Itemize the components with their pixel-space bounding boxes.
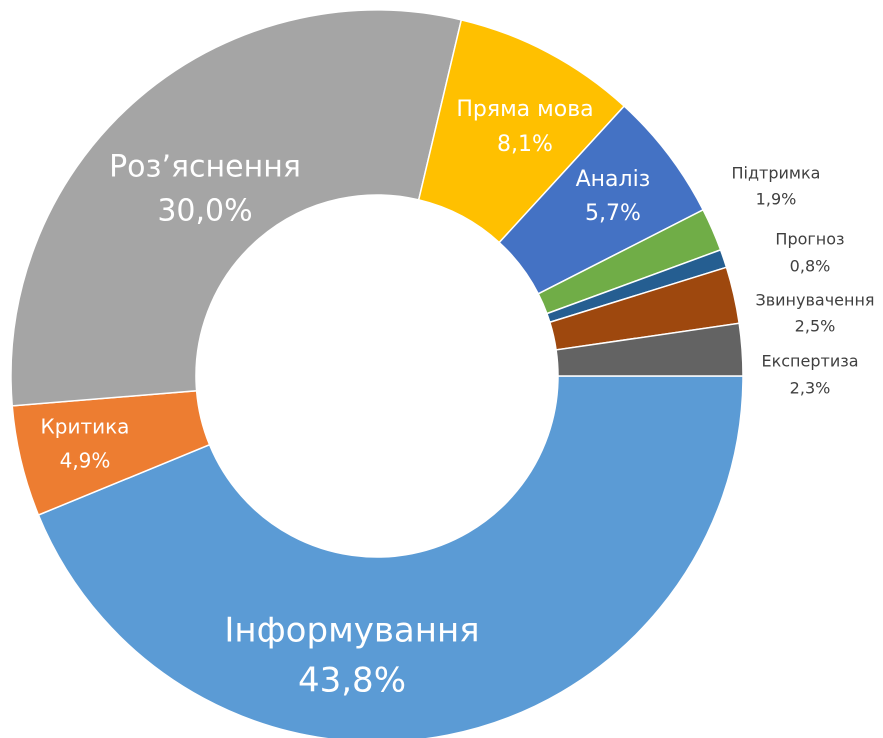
slice-label: Пряма мова [456, 97, 593, 122]
slice-value-label: 30,0% [157, 194, 252, 229]
slice-label: Прогноз [775, 230, 844, 249]
slice-value-label: 8,1% [497, 132, 553, 157]
slice-value-label: 43,8% [298, 661, 406, 701]
slice-label: Інформування [224, 611, 479, 651]
slice-label: Підтримка [732, 164, 821, 183]
donut-slice [10, 9, 463, 407]
slice-label: Роз’яснення [109, 150, 301, 185]
slice-value-label: 1,9% [756, 190, 797, 209]
slice-label: Аналіз [576, 167, 651, 192]
donut-slice [555, 322, 744, 377]
slice-value-label: 4,9% [60, 449, 111, 473]
slice-label: Експертиза [761, 352, 858, 371]
donut-slice [37, 375, 744, 738]
slice-value-label: 0,8% [790, 257, 831, 276]
slice-value-label: 2,3% [790, 379, 831, 398]
slice-label: Критика [41, 415, 130, 439]
slice-label: Звинувачення [755, 291, 874, 310]
slice-value-label: 5,7% [585, 201, 641, 226]
slice-value-label: 2,5% [795, 317, 836, 336]
